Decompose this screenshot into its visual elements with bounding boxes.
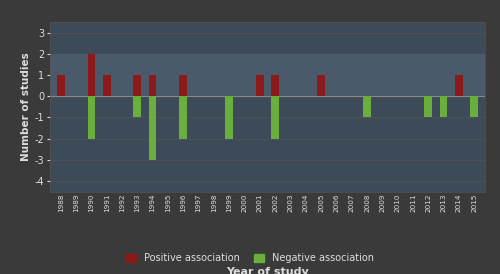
Bar bbox=[88, 54, 95, 96]
Bar bbox=[256, 75, 264, 96]
Bar bbox=[226, 96, 233, 139]
Bar bbox=[272, 96, 279, 139]
Bar bbox=[470, 96, 478, 118]
Y-axis label: Number of studies: Number of studies bbox=[20, 53, 30, 161]
Legend: Positive association, Negative association: Positive association, Negative associati… bbox=[124, 250, 376, 266]
Bar bbox=[318, 75, 325, 96]
X-axis label: Year of study: Year of study bbox=[226, 267, 309, 274]
Bar bbox=[149, 75, 156, 96]
Bar bbox=[440, 96, 448, 118]
Bar bbox=[272, 75, 279, 96]
Bar bbox=[134, 96, 141, 118]
Bar bbox=[149, 96, 156, 160]
Bar bbox=[424, 96, 432, 118]
Bar bbox=[50, 54, 485, 96]
Bar bbox=[180, 96, 187, 139]
Bar bbox=[88, 96, 95, 139]
Bar bbox=[455, 75, 463, 96]
Bar bbox=[134, 75, 141, 96]
Bar bbox=[57, 75, 64, 96]
Bar bbox=[363, 96, 371, 118]
Bar bbox=[103, 75, 110, 96]
Bar bbox=[180, 75, 187, 96]
